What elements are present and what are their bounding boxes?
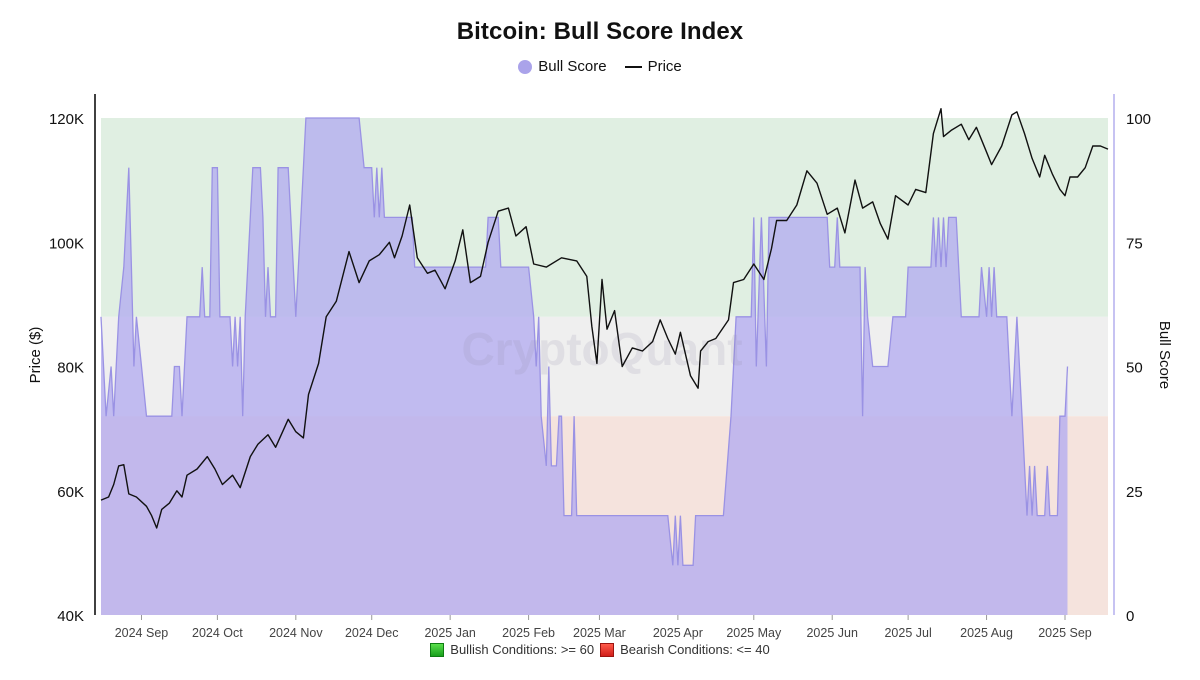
bull-score-legend-swatch (518, 59, 533, 74)
x-tick-label: 2024 Nov (269, 626, 323, 640)
y-right-tick-label: 75 (1126, 235, 1143, 252)
chart-legend: Bull Score Price (0, 58, 1200, 75)
conditions-footnote: Bullish Conditions: >= 60 Bearish Condit… (0, 642, 1200, 657)
x-tick-label: 2025 Sep (1038, 626, 1092, 640)
x-tick-label: 2024 Sep (115, 626, 169, 640)
legend-item-bull-score[interactable]: Bull Score (518, 58, 607, 75)
bearish-swatch-icon (600, 642, 615, 657)
x-tick-label: 2025 Aug (960, 626, 1013, 640)
y-left-tick-label: 120K (49, 111, 84, 128)
legend-label-price: Price (647, 58, 682, 75)
bullish-conditions-label: Bullish Conditions: >= 60 (450, 642, 595, 657)
y-right-tick-label: 25 (1126, 484, 1143, 501)
x-tick-label: 2025 Jan (424, 626, 475, 640)
x-tick-label: 2024 Oct (192, 626, 243, 640)
y-right-tick-label: 0 (1126, 608, 1134, 625)
y-left-tick-label: 80K (57, 360, 84, 377)
legend-label-bull-score: Bull Score (538, 58, 607, 75)
x-tick-label: 2025 Jun (806, 626, 857, 640)
bull-score-area (101, 118, 1068, 615)
y-right-tick-label: 50 (1126, 360, 1143, 377)
x-tick-label: 2025 May (726, 626, 782, 640)
price-legend-swatch (624, 65, 642, 68)
price-series (100, 108, 1109, 529)
y-right-tick-label: 100 (1126, 111, 1151, 128)
x-tick-label: 2025 Feb (502, 626, 555, 640)
price-line (100, 108, 1109, 529)
x-tick-label: 2024 Dec (345, 626, 399, 640)
legend-item-price[interactable]: Price (624, 58, 682, 75)
x-tick-label: 2025 Jul (884, 626, 931, 640)
bull-score-series (100, 117, 1069, 615)
y-left-tick-label: 40K (57, 608, 84, 625)
bull-score-outline (100, 117, 1069, 566)
watermark-text: CryptoQuant (461, 323, 742, 375)
bullish-swatch-icon (430, 642, 445, 657)
y-axis-right-label: Bull Score (1156, 321, 1173, 389)
y-left-tick-label: 60K (57, 484, 84, 501)
bearish-conditions-label: Bearish Conditions: <= 40 (620, 642, 770, 657)
y-left-tick-label: 100K (49, 235, 84, 252)
chart-title: Bitcoin: Bull Score Index (456, 18, 744, 45)
x-tick-label: 2025 Mar (573, 626, 626, 640)
y-axis-left-label: Price ($) (27, 327, 44, 384)
x-tick-label: 2025 Apr (653, 626, 703, 640)
chart-axes: 40K 60K 80K 100K 120K 0 25 50 75 100 2024 Sep 2024 … (49, 94, 1151, 640)
